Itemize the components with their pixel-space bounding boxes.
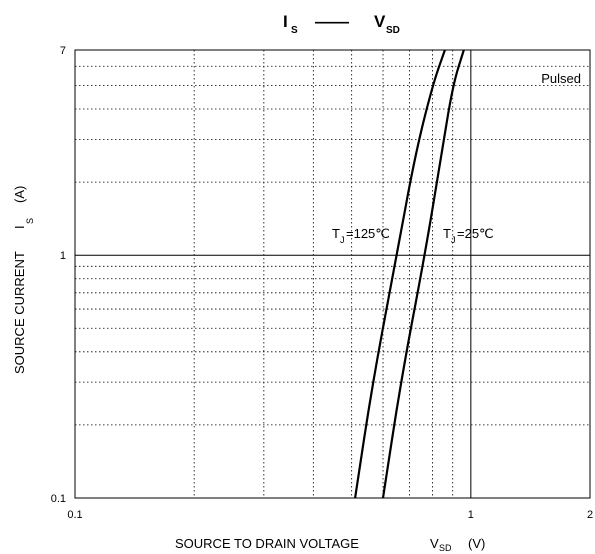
y-tick-label: 1 (60, 250, 66, 262)
y-axis-label-sub: S (25, 218, 35, 224)
label-25-post: =25℃ (457, 226, 494, 241)
x-axis-label-sub: SD (439, 543, 452, 553)
y-axis-label: SOURCE CURRENT I S (A) (12, 186, 35, 374)
grid (75, 49, 591, 498)
y-axis-label-symbol: I (12, 225, 27, 229)
x-tick-labels: 0.1 1 2 (67, 509, 593, 521)
x-axis-label-text: SOURCE TO DRAIN VOLTAGE (175, 536, 359, 551)
x-tick-label: 1 (468, 509, 474, 521)
label-25-pre: T (443, 226, 451, 241)
plot-frame (74, 49, 591, 499)
x-tick-label: 2 (587, 509, 593, 521)
y-tick-label: 0.1 (51, 493, 66, 505)
x-axis-label-unit: (V) (468, 536, 485, 551)
label-125-pre: T (332, 226, 340, 241)
title-y-sub: S (291, 25, 298, 36)
chart-title: I S —— V SD (283, 12, 400, 36)
title-x-sub: SD (386, 25, 400, 36)
title-y-symbol: I (283, 12, 288, 31)
x-axis-label: SOURCE TO DRAIN VOLTAGE V SD (V) (175, 536, 485, 553)
label-125-post: =125℃ (346, 226, 390, 241)
label-125-sub: J (340, 235, 345, 245)
pulsed-annotation: Pulsed (541, 71, 581, 86)
series-line-1 (381, 49, 465, 499)
x-axis-label-symbol: V (430, 536, 439, 551)
y-tick-labels: 0.1 1 7 (51, 45, 66, 505)
x-tick-label: 0.1 (67, 509, 82, 521)
y-axis-label-unit: (A) (12, 186, 27, 203)
series-line-0 (354, 49, 446, 499)
label-25-sub: J (451, 235, 456, 245)
y-tick-label: 7 (60, 45, 66, 57)
series-curves (354, 49, 465, 499)
series-label-125: T J =125℃ (332, 226, 390, 245)
title-x-symbol: V (374, 12, 386, 31)
y-axis-label-text: SOURCE CURRENT (12, 251, 27, 374)
series-label-25: T J =25℃ (443, 226, 494, 245)
title-dash: —— (315, 12, 349, 31)
